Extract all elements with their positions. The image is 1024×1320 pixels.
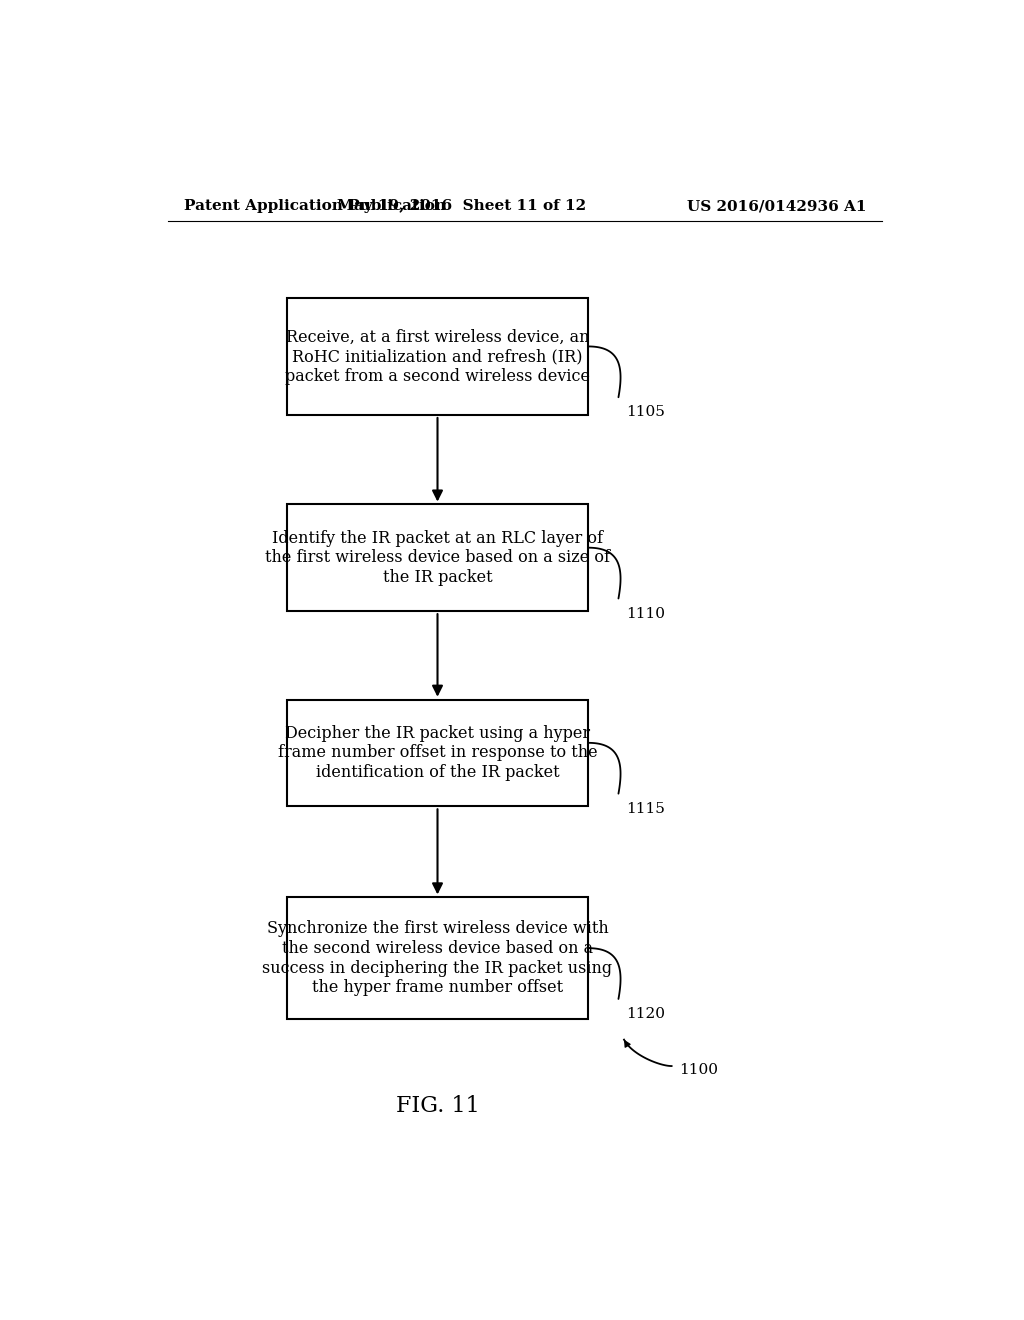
FancyBboxPatch shape: [287, 700, 588, 807]
Text: 1120: 1120: [627, 1007, 666, 1022]
Text: Decipher the IR packet using a hyper
frame number offset in response to the
iden: Decipher the IR packet using a hyper fra…: [278, 725, 597, 781]
Text: Synchronize the first wireless device with
the second wireless device based on a: Synchronize the first wireless device wi…: [262, 920, 612, 997]
Text: 1115: 1115: [627, 801, 666, 816]
Text: May 19, 2016  Sheet 11 of 12: May 19, 2016 Sheet 11 of 12: [337, 199, 586, 213]
Text: US 2016/0142936 A1: US 2016/0142936 A1: [686, 199, 866, 213]
Text: 1105: 1105: [627, 405, 666, 420]
Text: FIG. 11: FIG. 11: [395, 1094, 479, 1117]
Text: Identify the IR packet at an RLC layer of
the first wireless device based on a s: Identify the IR packet at an RLC layer o…: [265, 529, 610, 586]
Text: Patent Application Publication: Patent Application Publication: [183, 199, 445, 213]
FancyBboxPatch shape: [287, 898, 588, 1019]
FancyBboxPatch shape: [287, 504, 588, 611]
Text: Receive, at a first wireless device, an
RoHC initialization and refresh (IR)
pac: Receive, at a first wireless device, an …: [285, 329, 590, 384]
FancyBboxPatch shape: [287, 298, 588, 414]
Text: 1100: 1100: [680, 1063, 719, 1077]
Text: 1110: 1110: [627, 607, 666, 620]
